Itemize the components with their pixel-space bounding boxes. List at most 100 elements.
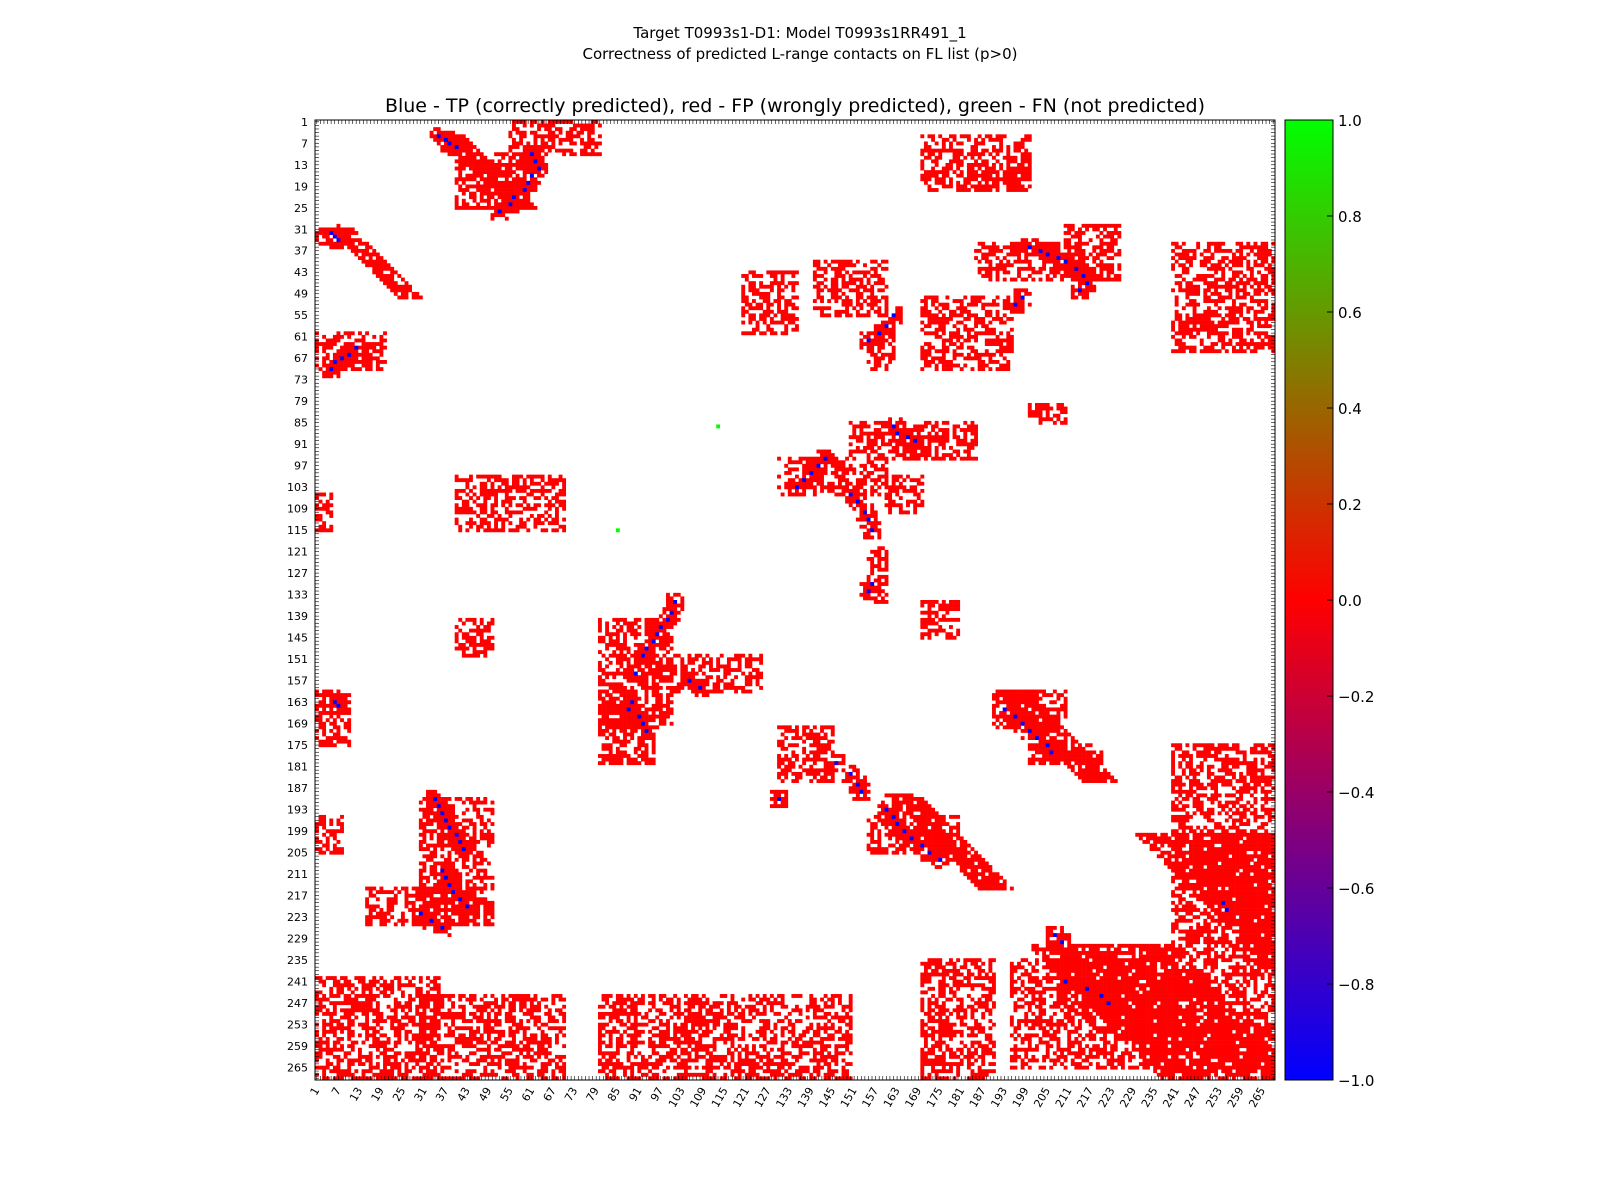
fp-cell (1239, 900, 1244, 905)
fp-cell (852, 431, 857, 436)
fp-cell (1249, 958, 1254, 963)
fp-cell (1228, 342, 1233, 346)
fp-cell (902, 449, 907, 454)
fp-cell (1260, 789, 1265, 794)
fp-cell (572, 127, 577, 132)
fp-cell (1239, 327, 1244, 332)
fp-cell (974, 145, 978, 149)
fp-cell (343, 363, 348, 368)
fp-cell (1063, 266, 1068, 271)
fp-cell (1199, 829, 1204, 834)
fp-cell (472, 997, 477, 1002)
fp-cell (1206, 306, 1211, 311)
fp-cell (1224, 779, 1229, 783)
fp-cell (981, 252, 986, 257)
fp-cell (429, 1015, 434, 1020)
fp-cell (1060, 266, 1064, 271)
fp-cell (494, 188, 498, 192)
fp-cell (508, 528, 513, 533)
fp-cell (873, 467, 878, 472)
fp-cell (340, 986, 344, 991)
fp-cell (1221, 338, 1226, 343)
fp-cell (443, 1011, 448, 1016)
fp-cell (1228, 965, 1233, 970)
fp-cell (1067, 274, 1072, 278)
fp-cell (461, 499, 466, 504)
fp-cell (1017, 270, 1021, 275)
fp-cell (1081, 263, 1086, 268)
fp-cell (1221, 1051, 1226, 1056)
fp-cell (479, 492, 484, 497)
fp-cell (336, 1058, 341, 1063)
fp-cell (375, 360, 380, 364)
fp-cell (1221, 295, 1226, 300)
fp-cell (1246, 890, 1251, 895)
fp-cell (1267, 779, 1272, 783)
fp-cell (479, 173, 484, 178)
fp-cell (354, 1015, 359, 1020)
fp-cell (469, 1051, 473, 1056)
fp-cell (368, 345, 373, 350)
fp-cell (1214, 994, 1218, 998)
fp-cell (497, 1033, 502, 1038)
fp-cell (784, 284, 789, 289)
fp-cell (400, 1026, 405, 1031)
fp-cell (343, 360, 348, 364)
fp-cell (318, 342, 323, 346)
fp-cell (490, 170, 495, 175)
fp-cell (1235, 317, 1240, 321)
fp-cell (544, 496, 549, 500)
fp-cell (340, 238, 344, 243)
fp-cell (540, 478, 545, 483)
fp-cell (357, 1022, 362, 1027)
fp-cell (1235, 349, 1240, 354)
fp-cell (1214, 786, 1218, 791)
fp-cell (877, 453, 882, 458)
fp-cell (1253, 976, 1258, 980)
fp-cell (350, 363, 355, 368)
fp-cell (1214, 940, 1218, 945)
fp-cell (752, 331, 756, 336)
fp-cell (1085, 263, 1090, 268)
fp-cell (325, 1062, 330, 1066)
fp-cell (1239, 248, 1244, 253)
fp-cell (322, 241, 327, 246)
fp-cell (956, 184, 961, 189)
fp-cell (1189, 789, 1193, 794)
fp-cell (494, 517, 498, 522)
fp-cell (1257, 768, 1261, 773)
fp-cell (1246, 882, 1251, 887)
fp-cell (988, 263, 993, 268)
fp-cell (1253, 263, 1258, 268)
fp-cell (1192, 1004, 1197, 1009)
fp-cell (923, 420, 928, 425)
fp-cell (433, 1069, 438, 1074)
fp-cell (870, 478, 875, 483)
fp-cell (1185, 302, 1190, 307)
fp-cell (422, 1008, 427, 1013)
fp-cell (558, 130, 563, 135)
fp-cell (375, 986, 380, 991)
fp-cell (497, 478, 502, 483)
fp-cell (966, 424, 971, 429)
fp-cell (902, 424, 907, 429)
fp-cell (1217, 868, 1222, 873)
fp-cell (1192, 947, 1197, 952)
fp-cell (322, 1040, 327, 1045)
fp-cell (1267, 976, 1272, 980)
fp-cell (469, 205, 473, 210)
fp-cell (898, 453, 903, 458)
fp-cell (1253, 288, 1258, 293)
fp-cell (512, 123, 516, 128)
fp-cell (1070, 252, 1075, 257)
fp-cell (494, 152, 498, 157)
fp-cell (959, 428, 964, 432)
fp-cell (490, 1008, 495, 1013)
fp-cell (526, 148, 531, 153)
fp-cell (1221, 320, 1226, 325)
fp-cell (1077, 259, 1082, 264)
fp-cell (1181, 349, 1186, 354)
fp-cell (461, 159, 466, 164)
fp-cell (1009, 188, 1014, 192)
fp-cell (1206, 324, 1211, 329)
